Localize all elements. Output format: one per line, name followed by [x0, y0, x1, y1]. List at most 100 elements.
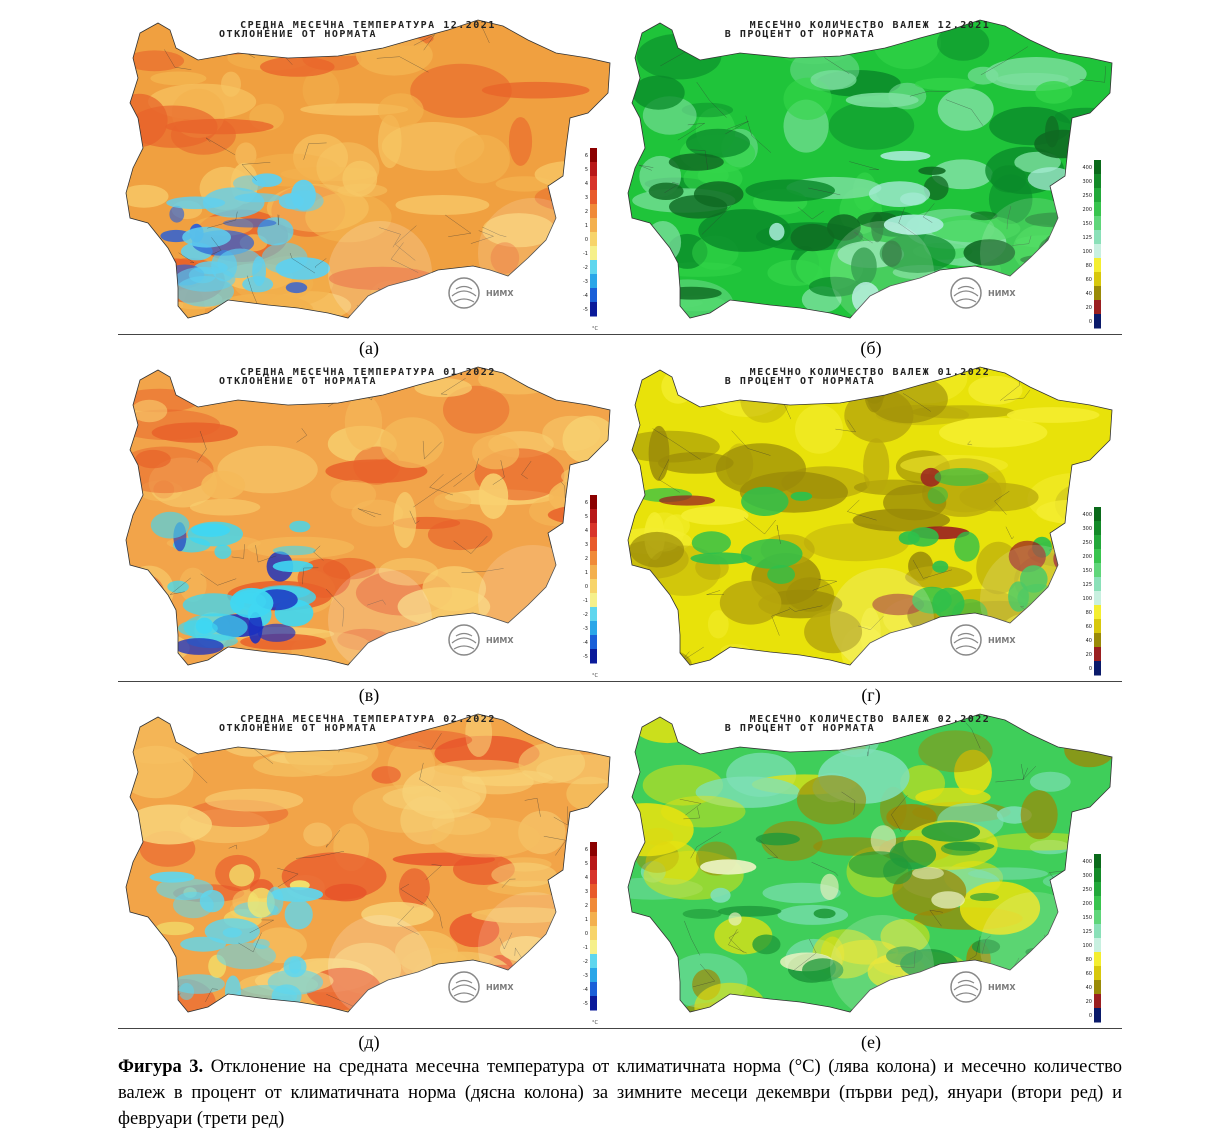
- legend-swatch: [590, 856, 597, 871]
- legend-swatch: [1094, 896, 1101, 911]
- legend-swatch: [1094, 535, 1101, 550]
- legend-unit: °C: [592, 1020, 599, 1026]
- legend-swatch: [590, 302, 597, 317]
- legend-tick: 400: [1082, 859, 1092, 865]
- legend-tick: 1: [585, 917, 588, 923]
- legend-tick: 40: [1086, 638, 1092, 644]
- legend-swatch: [1094, 563, 1101, 578]
- legend-swatch: [1094, 952, 1101, 967]
- nimh-logo-icon: [950, 277, 982, 309]
- legend-swatch: [1094, 286, 1101, 301]
- logo-text: НИМХ: [988, 289, 1016, 298]
- legend-tick: 250: [1082, 887, 1092, 893]
- legend-swatch: [590, 288, 597, 303]
- legend-tick: -3: [583, 279, 588, 285]
- legend-swatch: [590, 898, 597, 913]
- legend-swatch: [1094, 577, 1101, 592]
- legend-tick: -4: [583, 640, 588, 646]
- legend-swatch: [590, 523, 597, 538]
- panel-label-e: (е): [861, 1032, 881, 1052]
- legend-tick: -2: [583, 265, 588, 271]
- map-panel-v: СРЕДНА МЕСЕЧНА ТЕМПЕРАТУРА 01.2022ОТКЛОН…: [125, 366, 611, 679]
- legend-swatch: [1094, 160, 1101, 175]
- map-subtitle: В ПРОЦЕНТ ОТ НОРМАТА: [725, 29, 875, 40]
- legend-swatch: [1094, 980, 1101, 995]
- legend-tick: 2: [585, 903, 588, 909]
- legend-tick: 1: [585, 223, 588, 229]
- legend-tick: 200: [1082, 901, 1092, 907]
- color-legend: 6 5 4 3 2 1 0 -1 -2 -3 -4 -5: [583, 148, 597, 317]
- legend-swatch: [1094, 521, 1101, 536]
- legend-swatch: [1094, 216, 1101, 231]
- legend-tick: -2: [583, 612, 588, 618]
- legend-tick: 20: [1086, 999, 1092, 1005]
- legend-tick: 5: [585, 167, 588, 173]
- legend-tick: 4: [585, 875, 588, 881]
- map-subtitle: В ПРОЦЕНТ ОТ НОРМАТА: [725, 723, 875, 734]
- logo-text: НИМХ: [486, 983, 514, 992]
- legend-swatch: [590, 607, 597, 622]
- legend-tick: 200: [1082, 207, 1092, 213]
- legend-tick: 300: [1082, 179, 1092, 185]
- map-panel-d: СРЕДНА МЕСЕЧНА ТЕМПЕРАТУРА 02.2022ОТКЛОН…: [125, 713, 611, 1026]
- legend-tick: 40: [1086, 985, 1092, 991]
- legend-swatch: [590, 204, 597, 219]
- legend-swatch: [590, 968, 597, 983]
- legend-tick: -3: [583, 973, 588, 979]
- legend-tick: -5: [583, 1001, 588, 1007]
- legend-swatch: [590, 870, 597, 885]
- legend-tick: 40: [1086, 291, 1092, 297]
- map-title: СРЕДНА МЕСЕЧНА ТЕМПЕРАТУРА 02.2022: [240, 713, 496, 725]
- map-subtitle: В ПРОЦЕНТ ОТ НОРМАТА: [725, 376, 875, 387]
- legend-tick: 6: [585, 153, 588, 159]
- legend-tick: 150: [1082, 221, 1092, 227]
- legend-swatch: [1094, 272, 1101, 287]
- color-legend: 6 5 4 3 2 1 0 -1 -2 -3 -4 -5: [583, 495, 597, 664]
- legend-tick: -1: [583, 945, 588, 951]
- legend-tick: 100: [1082, 596, 1092, 602]
- legend-swatch: [1094, 619, 1101, 634]
- legend-tick: 250: [1082, 193, 1092, 199]
- nimh-logo-icon: [950, 971, 982, 1003]
- nimh-logo-icon: [448, 971, 480, 1003]
- legend-tick: 0: [585, 237, 588, 243]
- legend-swatch: [590, 509, 597, 524]
- panel-d: СРЕДНА МЕСЕЧНА ТЕМПЕРАТУРА 02.2022 ОТКЛОН…: [118, 702, 620, 1052]
- legend-swatch: [590, 635, 597, 650]
- legend-tick: 6: [585, 500, 588, 506]
- legend-tick: -1: [583, 251, 588, 257]
- legend-swatch: [590, 940, 597, 955]
- legend-swatch: [590, 176, 597, 191]
- legend-swatch: [1094, 244, 1101, 259]
- legend-swatch: [590, 996, 597, 1011]
- legend-swatch: [590, 593, 597, 608]
- legend-swatch: [590, 232, 597, 247]
- logo-text: НИМХ: [988, 636, 1016, 645]
- panel-rule: [118, 334, 620, 335]
- legend-swatch: [1094, 966, 1101, 981]
- legend-tick: 80: [1086, 263, 1092, 269]
- legend-swatch: [1094, 910, 1101, 925]
- legend-tick: 0: [1089, 1013, 1092, 1019]
- map-title: СРЕДНА МЕСЕЧНА ТЕМПЕРАТУРА 12.2021: [240, 19, 496, 31]
- legend-swatch: [1094, 314, 1101, 329]
- legend-tick: 400: [1082, 165, 1092, 171]
- legend-swatch: [1094, 994, 1101, 1009]
- row-december: СРЕДНА МЕСЕЧНА ТЕМПЕРАТУРА 12.2021 ОТКЛОН…: [118, 8, 1122, 358]
- legend-swatch: [590, 148, 597, 163]
- legend-tick: 20: [1086, 305, 1092, 311]
- panel-label-b: (б): [860, 338, 882, 358]
- nimh-logo-icon: [448, 624, 480, 656]
- legend-swatch: [1094, 188, 1101, 203]
- legend-swatch: [1094, 938, 1101, 953]
- map-title: МЕСЕЧНО КОЛИЧЕСТВО ВАЛЕЖ 02.2022: [750, 713, 991, 725]
- panel-g: МЕСЕЧНО КОЛИЧЕСТВО ВАЛЕЖ 01.2022 В ПРОЦЕН…: [620, 355, 1122, 705]
- legend-swatch: [590, 190, 597, 205]
- legend-swatch: [590, 162, 597, 177]
- panel-rule: [620, 681, 1122, 682]
- legend-tick: 0: [585, 584, 588, 590]
- legend-tick: 5: [585, 514, 588, 520]
- legend-tick: 125: [1082, 235, 1092, 241]
